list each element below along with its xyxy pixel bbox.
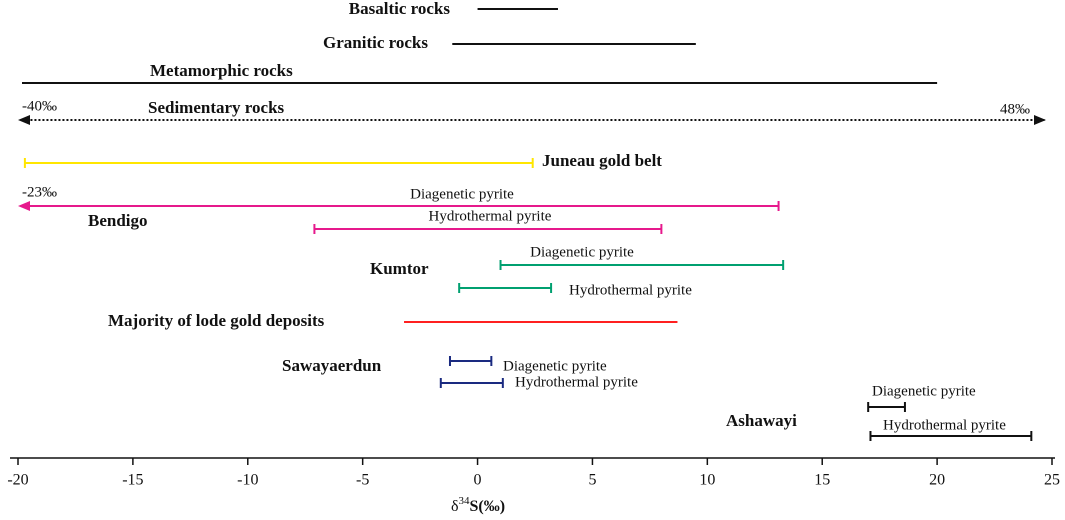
plot-area: [22, 8, 1045, 437]
group-label: Majority of lode gold deposits: [108, 311, 325, 330]
x-tick-label: -5: [356, 472, 369, 489]
arrow-head: [18, 201, 30, 211]
range-label: Hydrothermal pyrite: [515, 374, 638, 390]
x-label-rest: S(‰): [469, 498, 505, 515]
range-label: Hydrothermal pyrite: [883, 417, 1006, 433]
range-start-label: -40‰: [22, 98, 57, 114]
group-label: Granitic rocks: [323, 33, 428, 52]
group-label: Ashawayi: [726, 411, 797, 430]
x-label-sup: 34: [458, 495, 470, 507]
x-tick-label: 15: [814, 472, 830, 489]
range-label: Diagenetic pyrite: [530, 244, 634, 260]
x-tick-label: 5: [588, 472, 596, 489]
group-label: Metamorphic rocks: [150, 61, 293, 80]
group-label: Bendigo: [88, 211, 148, 230]
x-tick-label: -10: [237, 472, 258, 489]
x-tick-label: 10: [699, 472, 715, 489]
range-label: Diagenetic pyrite: [410, 186, 514, 202]
range-end-label: 48‰: [1000, 101, 1030, 117]
x-tick-label: 0: [474, 472, 482, 489]
x-tick-label: 25: [1044, 472, 1060, 489]
range-label: Hydrothermal pyrite: [569, 282, 692, 298]
group-label: Kumtor: [370, 259, 429, 278]
group-label: Sawayaerdun: [282, 356, 382, 375]
range-label: Hydrothermal pyrite: [429, 208, 552, 224]
range-start-label: -23‰: [22, 184, 57, 200]
x-tick-label: 20: [929, 472, 945, 489]
group-label: Sedimentary rocks: [148, 98, 285, 117]
arrow-head: [18, 115, 30, 125]
group-label: Basaltic rocks: [349, 0, 451, 18]
arrow-head: [1034, 115, 1046, 125]
x-label-prefix: δ: [451, 498, 459, 515]
range-label: Diagenetic pyrite: [503, 358, 607, 374]
group-label: Juneau gold belt: [542, 151, 662, 170]
x-tick-label: -15: [122, 472, 143, 489]
range-label: Diagenetic pyrite: [872, 383, 976, 399]
x-axis-label: δ34S(‰): [451, 495, 505, 515]
x-tick-label: -20: [7, 472, 28, 489]
